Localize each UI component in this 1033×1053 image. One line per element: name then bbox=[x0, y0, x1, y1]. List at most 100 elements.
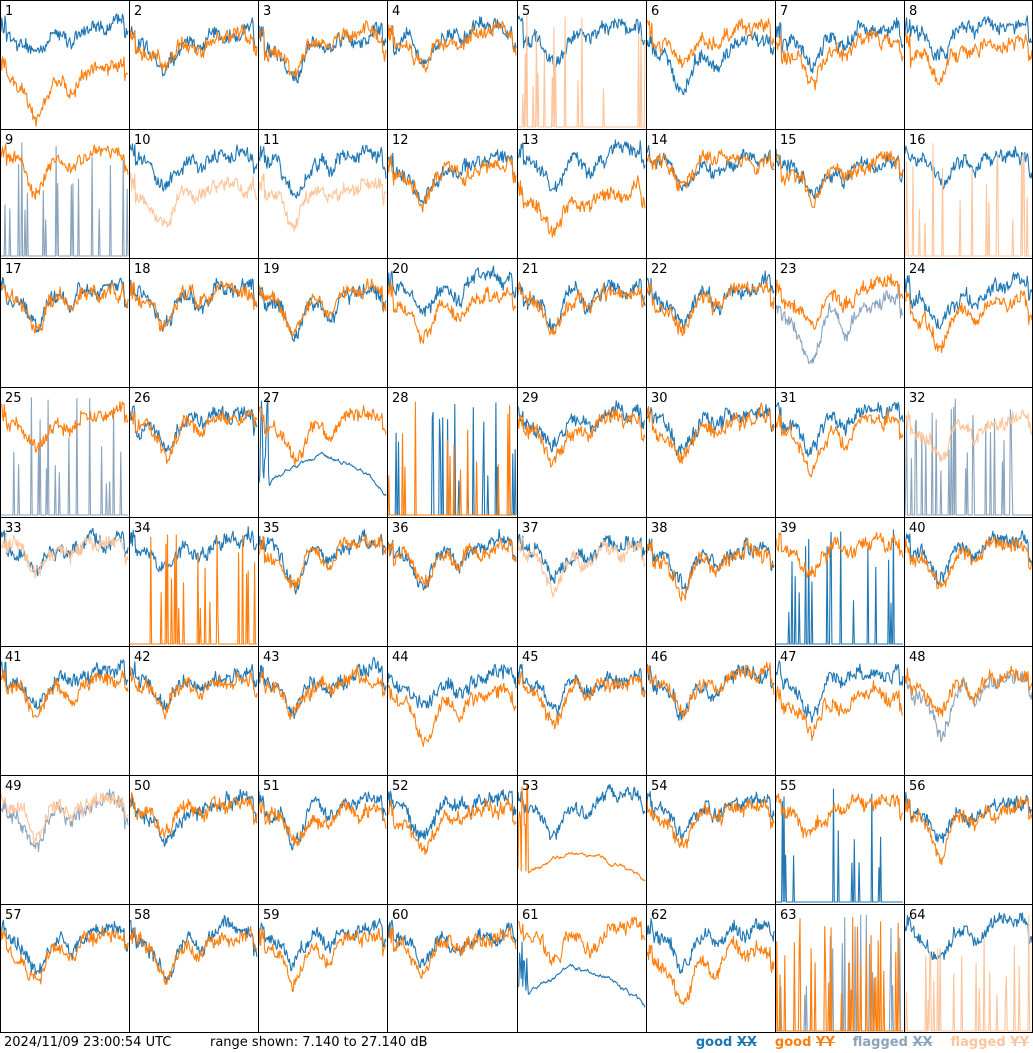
panel-label: 21 bbox=[522, 262, 539, 277]
panel-39: 39 bbox=[775, 517, 904, 646]
panel-48: 48 bbox=[904, 646, 1033, 775]
series-yy-line bbox=[517, 281, 646, 336]
panel-31: 31 bbox=[775, 387, 904, 517]
panel-label: 56 bbox=[909, 779, 926, 794]
series-xx-line bbox=[258, 397, 387, 496]
series-yy-line bbox=[904, 535, 1033, 590]
panel-57: 57 bbox=[0, 904, 129, 1033]
series-xx-line bbox=[904, 791, 1033, 844]
panel-56: 56 bbox=[904, 775, 1033, 904]
series-xx-line bbox=[775, 401, 904, 458]
series-yy-line bbox=[387, 154, 517, 213]
panel-7: 7 bbox=[775, 0, 904, 129]
series-yy-line bbox=[129, 925, 258, 986]
panel-label: 38 bbox=[651, 521, 668, 536]
panel-label: 44 bbox=[392, 650, 409, 665]
panel-label: 31 bbox=[780, 391, 797, 406]
series-yy-line bbox=[646, 18, 775, 69]
panel-38: 38 bbox=[646, 517, 775, 646]
panel-61: 61 bbox=[517, 904, 646, 1033]
legend-flagged-xx: flagged XX bbox=[852, 1035, 933, 1050]
series-xx-line bbox=[517, 941, 646, 1008]
series-yy-line bbox=[0, 143, 129, 200]
panel-label: 5 bbox=[522, 4, 530, 19]
series-yy-line bbox=[646, 798, 775, 849]
panel-9: 9 bbox=[0, 129, 129, 258]
panel-bg bbox=[646, 646, 775, 775]
panel-59: 59 bbox=[258, 904, 387, 1033]
series-xx-line bbox=[387, 149, 517, 206]
panel-bg bbox=[258, 646, 387, 775]
panel-5: 5 bbox=[517, 0, 646, 129]
series-xx-line bbox=[258, 791, 387, 851]
series-yy-line bbox=[258, 172, 387, 232]
panel-bg bbox=[517, 646, 646, 775]
panel-label: 18 bbox=[134, 262, 151, 277]
series-yy-line bbox=[904, 409, 1033, 463]
series-xx-line bbox=[776, 788, 903, 903]
series-xx-line bbox=[775, 290, 904, 365]
panel-label: 26 bbox=[134, 391, 151, 406]
panel-55: 55 bbox=[775, 775, 904, 904]
series-yy-line bbox=[0, 56, 128, 127]
series-yy-line bbox=[775, 531, 904, 579]
panel-label: 43 bbox=[263, 650, 280, 665]
panel-33: 33 bbox=[0, 517, 129, 646]
panel-label: 3 bbox=[263, 4, 271, 19]
panel-8: 8 bbox=[904, 0, 1033, 129]
panel-bg bbox=[517, 387, 646, 517]
panel-bg bbox=[387, 904, 517, 1033]
series-xx-line bbox=[904, 912, 1033, 961]
series-yy-line bbox=[258, 405, 387, 467]
panel-30: 30 bbox=[646, 387, 775, 517]
legend-good-xx: good XX bbox=[695, 1035, 757, 1050]
panel-label: 39 bbox=[780, 521, 797, 536]
series-xx-line bbox=[258, 656, 387, 720]
series-yy-line bbox=[517, 407, 646, 468]
series-yy-line bbox=[646, 661, 775, 720]
series-xx-line bbox=[1, 142, 129, 257]
series-yy-line bbox=[905, 915, 1032, 1032]
panel-bg bbox=[904, 775, 1033, 904]
series-xx-line bbox=[646, 144, 775, 192]
panel-3: 3 bbox=[258, 0, 387, 129]
panel-54: 54 bbox=[646, 775, 775, 904]
series-yy-line bbox=[130, 534, 257, 645]
legend-flagged-yy: flagged YY bbox=[950, 1035, 1029, 1050]
panel-label: 35 bbox=[263, 521, 280, 536]
series-yy-line bbox=[0, 282, 129, 334]
panel-bg bbox=[129, 0, 258, 129]
panel-label: 36 bbox=[392, 521, 409, 536]
panel-label: 25 bbox=[5, 391, 22, 406]
panel-21: 21 bbox=[517, 258, 646, 387]
series-yy-line bbox=[517, 536, 646, 598]
panel-63: 63 bbox=[775, 904, 904, 1033]
series-yy-line bbox=[517, 916, 646, 966]
series-yy-line bbox=[129, 792, 258, 839]
panel-bg bbox=[387, 646, 517, 775]
panel-label: 2 bbox=[134, 4, 142, 19]
panel-label: 6 bbox=[651, 4, 659, 19]
panel-37: 37 bbox=[517, 517, 646, 646]
series-yy-line bbox=[387, 282, 517, 344]
panel-25: 25 bbox=[0, 387, 129, 517]
panel-bg bbox=[904, 646, 1033, 775]
panel-47: 47 bbox=[775, 646, 904, 775]
panel-label: 55 bbox=[780, 779, 797, 794]
timestamp: 2024/11/09 23:00:54 UTC bbox=[4, 1035, 172, 1050]
series-xx-line bbox=[904, 15, 1033, 61]
series-yy-line bbox=[129, 409, 258, 465]
panel-bg bbox=[387, 258, 517, 387]
panel-12: 12 bbox=[387, 129, 517, 258]
panel-label: 27 bbox=[263, 391, 280, 406]
panel-label: 57 bbox=[5, 908, 22, 923]
series-yy-line bbox=[258, 800, 387, 847]
series-yy-line bbox=[775, 917, 903, 1032]
panel-label: 53 bbox=[522, 779, 539, 794]
series-xx-line bbox=[517, 783, 646, 841]
panel-2: 2 bbox=[129, 0, 258, 129]
panel-62: 62 bbox=[646, 904, 775, 1033]
panel-46: 46 bbox=[646, 646, 775, 775]
panel-22: 22 bbox=[646, 258, 775, 387]
panel-bg bbox=[517, 129, 646, 258]
